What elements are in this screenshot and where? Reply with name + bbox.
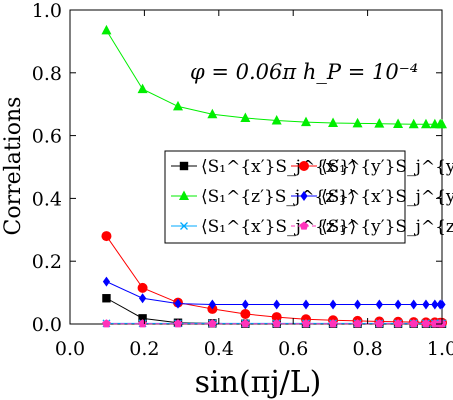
series-line	[106, 235, 442, 324]
data-point	[208, 299, 216, 310]
data-point	[409, 319, 418, 328]
x-axis-label: sin(πj/L)	[195, 365, 322, 400]
y-tick-label: 0.2	[32, 251, 62, 273]
x-tick-label: 0.2	[129, 338, 159, 360]
data-point	[101, 24, 112, 35]
series-line	[106, 30, 442, 125]
axes: 0.0 0.2 0.4 0.6 0.8 1.0 0.0 0.2 0.4 0.6 0.8 1.0	[32, 0, 453, 360]
data-point	[173, 319, 183, 328]
data-point	[300, 116, 311, 127]
data-point	[328, 117, 339, 128]
data-point	[241, 319, 250, 328]
y-tick-label: 0.8	[32, 63, 62, 85]
data-point	[431, 299, 439, 310]
data-point	[138, 293, 147, 304]
y-tick-label: 1.0	[32, 0, 62, 22]
legend-entry: ⟨S₁^{x′}S_j^{y′}⟩	[321, 187, 453, 207]
data-point	[393, 118, 404, 128]
data-point	[299, 221, 309, 230]
series-line	[106, 281, 442, 306]
x-tick-label: 0.8	[352, 338, 382, 360]
x-tick-label: 1.0	[427, 338, 453, 360]
series-4	[102, 276, 446, 310]
parameter-annotation: φ = 0.06π h_P = 10⁻⁴	[190, 60, 418, 84]
data-point	[101, 231, 112, 242]
data-point	[241, 299, 249, 310]
data-point	[102, 294, 111, 303]
legend: ⟨S₁^{x′}S_j^{x′}⟩⟨S₁^{y′}S_j^{y′}⟩ ⟨S₁^{z…	[164, 150, 453, 244]
data-point	[179, 161, 189, 171]
data-point	[271, 115, 282, 125]
data-point	[137, 83, 148, 94]
x-tick-label: 0.4	[204, 338, 234, 360]
data-point	[421, 319, 431, 328]
y-tick-label: 0.0	[32, 314, 62, 336]
data-point	[329, 299, 337, 310]
y-tick-label: 0.4	[32, 188, 62, 210]
data-point	[438, 299, 446, 310]
data-point	[272, 319, 281, 328]
data-point	[394, 299, 402, 310]
data-point	[299, 161, 309, 171]
legend-entry: ⟨S₁^{y′}S_j^{y′}⟩	[321, 157, 453, 177]
series-2	[101, 231, 447, 328]
data-point	[102, 319, 111, 328]
data-point	[410, 299, 418, 310]
data-point	[240, 112, 251, 123]
data-point	[240, 308, 251, 319]
data-point	[420, 118, 431, 129]
data-point	[374, 118, 385, 128]
data-point	[102, 276, 111, 287]
data-point	[408, 118, 419, 129]
data-point	[353, 299, 362, 310]
data-point	[271, 312, 282, 323]
x-tick-label: 0.6	[278, 338, 308, 360]
data-point	[301, 319, 311, 328]
data-point	[352, 117, 363, 128]
y-axis-label: Correlations	[1, 97, 26, 236]
legend-box	[164, 150, 406, 244]
data-point	[375, 319, 384, 328]
legend-entry: ⟨S₁^{z′}S_j^{z′}⟩	[201, 187, 356, 207]
legend-entry: ⟨S₁^{y′}S_j^{z′}⟩	[321, 217, 453, 237]
data-point	[208, 319, 217, 328]
data-point	[137, 282, 148, 293]
data-point	[138, 314, 147, 323]
x-tick-label: 0.0	[55, 338, 85, 360]
data-point	[300, 191, 308, 201]
data-point	[207, 108, 218, 119]
data-point	[180, 222, 188, 230]
data-point	[302, 299, 310, 310]
data-point	[174, 298, 182, 309]
series-6	[102, 319, 447, 328]
data-point	[273, 299, 281, 310]
legend-entry: ⟨S₁^{x′}S_j^{z′}⟩	[201, 217, 356, 237]
data-point	[393, 319, 403, 328]
series-group	[101, 24, 447, 328]
data-point	[172, 100, 183, 111]
legend-entry: ⟨S₁^{x′}S_j^{x′}⟩	[201, 157, 357, 177]
data-point	[353, 319, 362, 328]
series-3	[101, 24, 447, 129]
data-point	[375, 299, 383, 310]
data-point	[437, 118, 447, 129]
data-point	[179, 190, 189, 200]
y-tick-label: 0.6	[32, 126, 62, 148]
data-point	[328, 319, 338, 328]
data-point	[422, 299, 430, 310]
